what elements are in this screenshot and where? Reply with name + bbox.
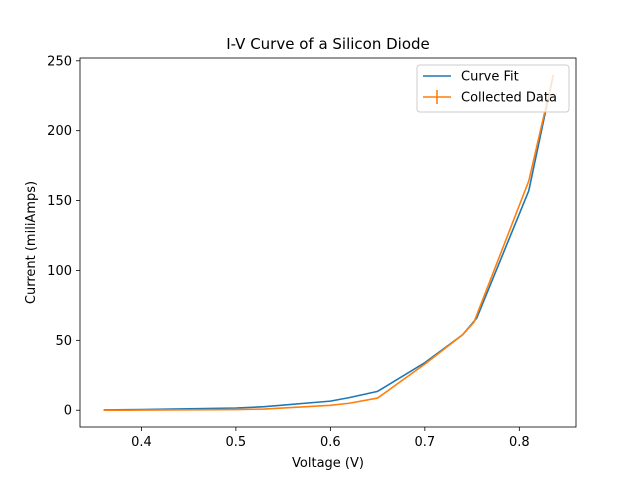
x-tick-label: 0.4 xyxy=(131,435,152,450)
ticks-layer: 0.4 0.5 0.6 0.7 0.8 0 50 100 150 200 250 xyxy=(47,54,529,450)
x-tick-label: 0.8 xyxy=(509,435,530,450)
legend-box xyxy=(416,64,570,113)
x-tick-label: 0.6 xyxy=(320,435,341,450)
y-tick-label: 150 xyxy=(47,194,72,209)
legend-label-collected-data: Collected Data xyxy=(461,91,557,106)
x-tick-label: 0.7 xyxy=(414,435,435,450)
series-line-collected-data xyxy=(103,74,555,412)
legend-label-curve-fit: Curve Fit xyxy=(461,70,519,85)
y-axis-label: Current (miliAmps) xyxy=(24,181,39,304)
y-tick-label: 200 xyxy=(47,124,72,139)
legend: Curve Fit Collected Data xyxy=(416,64,570,113)
y-tick-label: 50 xyxy=(55,334,72,349)
series-layer xyxy=(103,74,555,412)
plot-frame xyxy=(79,57,577,428)
y-tick-label: 100 xyxy=(47,264,72,279)
chart-title: I-V Curve of a Silicon Diode xyxy=(226,35,430,53)
x-tick-label: 0.5 xyxy=(226,435,247,450)
series-line-curve-fit xyxy=(103,74,555,411)
y-tick-label: 250 xyxy=(47,54,72,69)
x-axis-label: Voltage (V) xyxy=(292,456,364,471)
y-tick-label: 0 xyxy=(64,404,72,419)
